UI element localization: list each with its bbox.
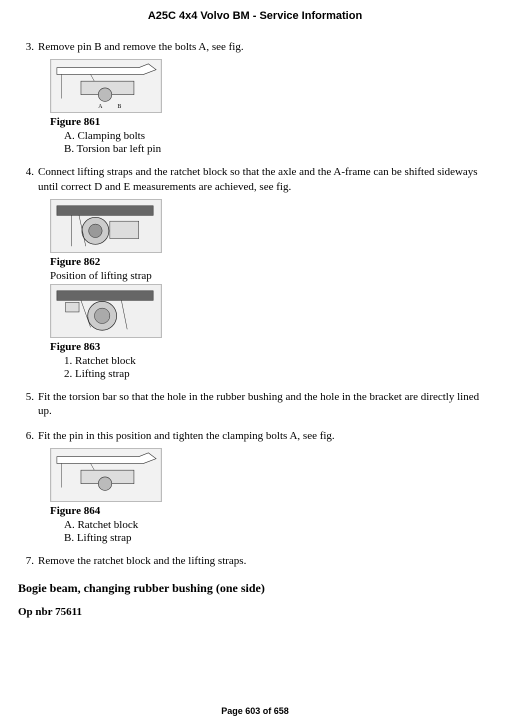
step-5-num: 5. [18, 390, 34, 420]
figure-864-image [50, 448, 162, 502]
op-number: Op nbr 75611 [18, 606, 492, 618]
figure-861-item-a: A. Clamping bolts [64, 130, 492, 142]
section-heading: Bogie beam, changing rubber bushing (one… [18, 581, 492, 596]
figure-863-image [50, 284, 162, 338]
step-6: 6. Fit the pin in this position and tigh… [18, 429, 492, 544]
figure-863-label: Figure 863 [50, 341, 492, 353]
step-7-text: Remove the ratchet block and the lifting… [38, 554, 492, 569]
step-3-text: Remove pin B and remove the bolts A, see… [38, 40, 492, 55]
figure-863-item-1: 1. Ratchet block [64, 355, 492, 367]
figure-861-item-b: B. Torsion bar left pin [64, 143, 492, 155]
step-3-num: 3. [18, 40, 34, 55]
figure-864-label: Figure 864 [50, 505, 492, 517]
svg-text:B: B [118, 104, 122, 110]
figure-862-label: Figure 862 [50, 256, 492, 268]
page-footer: Page 603 of 658 [0, 706, 510, 716]
page-header: A25C 4x4 Volvo BM - Service Information [18, 10, 492, 22]
step-4-num: 4. [18, 165, 34, 195]
figure-864-item-b: B. Lifting strap [64, 532, 492, 544]
figure-862-image [50, 199, 162, 253]
figure-862-caption: Position of lifting strap [50, 270, 492, 282]
figure-861-image: A B [50, 59, 162, 113]
figure-861-label: Figure 861 [50, 116, 492, 128]
step-6-num: 6. [18, 429, 34, 444]
step-4: 4. Connect lifting straps and the ratche… [18, 165, 492, 380]
step-7: 7. Remove the ratchet block and the lift… [18, 554, 492, 569]
step-6-text: Fit the pin in this position and tighten… [38, 429, 492, 444]
step-5-text: Fit the torsion bar so that the hole in … [38, 390, 492, 420]
step-7-num: 7. [18, 554, 34, 569]
figure-863-item-2: 2. Lifting strap [64, 368, 492, 380]
step-3: 3. Remove pin B and remove the bolts A, … [18, 40, 492, 155]
step-4-text: Connect lifting straps and the ratchet b… [38, 165, 492, 195]
step-5: 5. Fit the torsion bar so that the hole … [18, 390, 492, 420]
figure-864-item-a: A. Ratchet block [64, 519, 492, 531]
